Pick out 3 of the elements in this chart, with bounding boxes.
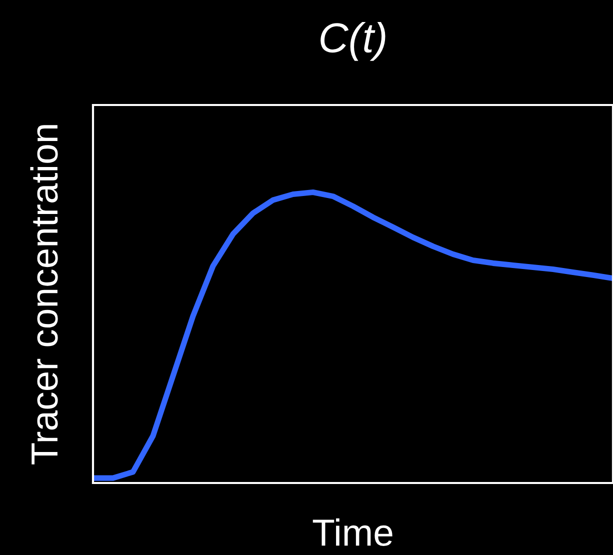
x-axis-title: Time <box>312 518 392 546</box>
y-axis-title: Tracer concentration <box>30 125 58 464</box>
chart-title: C(t) <box>320 22 386 61</box>
